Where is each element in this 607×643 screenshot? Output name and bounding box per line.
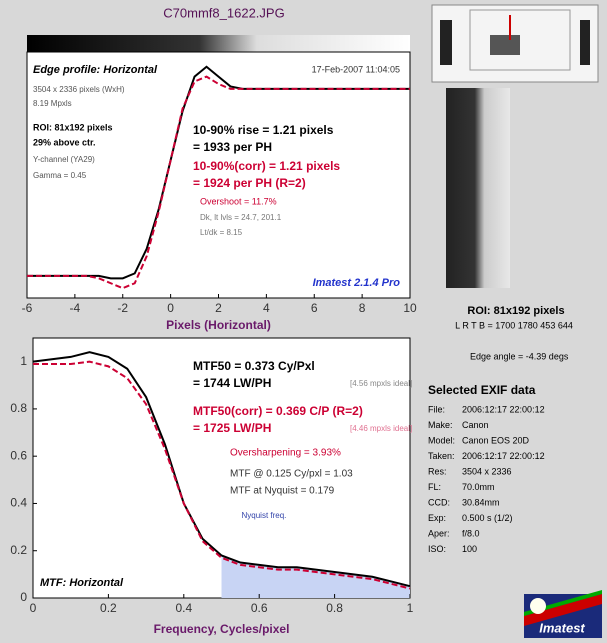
annotation: Lt/dk = 8.15 <box>200 228 243 237</box>
x-tick-label: -4 <box>70 301 81 315</box>
exif-title: Selected EXIF data <box>428 383 536 397</box>
annotation: Dk, lt lvls = 24.7, 201.1 <box>200 213 282 222</box>
annotation: Oversharpening = 3.93% <box>230 448 341 459</box>
annotation: [4.56 mpxls ideal] <box>350 379 412 388</box>
x-tick-label: -6 <box>22 301 33 315</box>
annotation: Imatest 2.1.4 Pro <box>313 277 401 289</box>
edge-angle: Edge angle = -4.39 degs <box>470 351 569 361</box>
x-tick-label: 0.6 <box>251 601 268 615</box>
annotation: 3504 x 2336 pixels (WxH) <box>33 85 125 94</box>
x-tick-label: 1 <box>407 601 414 615</box>
x-tick-label: 4 <box>263 301 270 315</box>
x-tick-label: 0.2 <box>100 601 117 615</box>
nyquist-area <box>221 555 410 598</box>
plot-area <box>26 51 411 299</box>
exif-value: 30.84mm <box>462 497 500 507</box>
exif-value: Canon <box>462 420 489 430</box>
roi-coords: L R T B = 1700 1780 453 644 <box>455 320 573 330</box>
logo: Imatest <box>524 590 602 638</box>
exif-value: 0.500 s (1/2) <box>462 513 513 523</box>
annotation: 8.19 Mpxls <box>33 99 72 108</box>
annotation: MTF @ 0.125 Cy/pxl = 1.03 <box>230 469 353 480</box>
annotation: 29% above ctr. <box>33 137 96 147</box>
annotation: Y-channel (YA29) <box>33 155 95 164</box>
x-tick-label: 0 <box>167 301 174 315</box>
exif-key: CCD: <box>428 497 450 507</box>
annotation: = 1933 per PH <box>193 140 272 154</box>
annotation: Gamma = 0.45 <box>33 171 87 180</box>
exif-key: File: <box>428 404 445 414</box>
annotation: MTF50 = 0.373 Cy/Pxl <box>193 359 315 373</box>
file-title: C70mmf8_1622.JPG <box>163 5 284 20</box>
annotation: 17-Feb-2007 11:04:05 <box>312 64 400 74</box>
y-tick-label: 0 <box>20 590 27 604</box>
exif-value: 3504 x 2336 <box>462 466 512 476</box>
x-tick-label: 10 <box>403 301 417 315</box>
nyquist-label: Nyquist freq. <box>242 511 287 520</box>
y-tick-label: 0.8 <box>10 401 27 415</box>
exif-value: 70.0mm <box>462 482 495 492</box>
exif-value: 100 <box>462 544 477 554</box>
y-tick-label: 0.2 <box>10 543 27 557</box>
chart-thumbnail <box>431 4 599 83</box>
series-line <box>32 351 411 588</box>
exif-key: Taken: <box>428 451 455 461</box>
exif-value: 2006:12:17 22:00:12 <box>462 404 545 414</box>
roi-image <box>446 88 510 288</box>
exif-key: Exp: <box>428 513 446 523</box>
x-tick-label: -2 <box>117 301 128 315</box>
annotation: [4.46 mpxls ideal] <box>350 424 412 433</box>
exif-key: Aper: <box>428 528 450 538</box>
x-tick-label: 0.4 <box>175 601 192 615</box>
x-tick-label: 6 <box>311 301 318 315</box>
chart-title: MTF: Horizontal <box>40 577 124 589</box>
y-tick-label: 0.6 <box>10 448 27 462</box>
x-tick-label: 8 <box>359 301 366 315</box>
annotation: Overshoot = 11.7% <box>200 196 277 206</box>
exif-value: f/8.0 <box>462 528 480 538</box>
series-line <box>27 75 410 290</box>
exif-key: Model: <box>428 435 455 445</box>
y-tick-label: 0.4 <box>10 496 27 510</box>
x-axis-label: Frequency, Cycles/pixel <box>154 622 290 636</box>
exif-value: 2006:12:17 22:00:12 <box>462 451 545 461</box>
x-axis-label: Pixels (Horizontal) <box>166 318 271 332</box>
annotation: 10-90%(corr) = 1.21 pixels <box>193 159 340 173</box>
exif-key: ISO: <box>428 544 446 554</box>
exif-key: Res: <box>428 466 447 476</box>
exif-key: Make: <box>428 420 453 430</box>
annotation: = 1744 LW/PH <box>193 376 271 390</box>
annotation: ROI: 81x192 pixels <box>33 122 113 132</box>
x-tick-label: 0 <box>30 601 37 615</box>
annotation: MTF50(corr) = 0.369 C/P (R=2) <box>193 404 363 418</box>
annotation: = 1725 LW/PH <box>193 421 271 435</box>
annotation: = 1924 per PH (R=2) <box>193 176 306 190</box>
chart-title: Edge profile: Horizontal <box>33 64 158 76</box>
x-tick-label: 2 <box>215 301 222 315</box>
edge-gradient <box>27 35 410 52</box>
exif-value: Canon EOS 20D <box>462 435 530 445</box>
roi-label: ROI: 81x192 pixels <box>467 305 564 317</box>
exif-key: FL: <box>428 482 441 492</box>
series-line <box>33 360 411 590</box>
annotation: 10-90% rise = 1.21 pixels <box>193 123 334 137</box>
x-tick-label: 0.8 <box>326 601 343 615</box>
y-tick-label: 1 <box>20 354 27 368</box>
logo-text: Imatest <box>539 620 585 635</box>
annotation: MTF at Nyquist = 0.179 <box>230 486 335 497</box>
